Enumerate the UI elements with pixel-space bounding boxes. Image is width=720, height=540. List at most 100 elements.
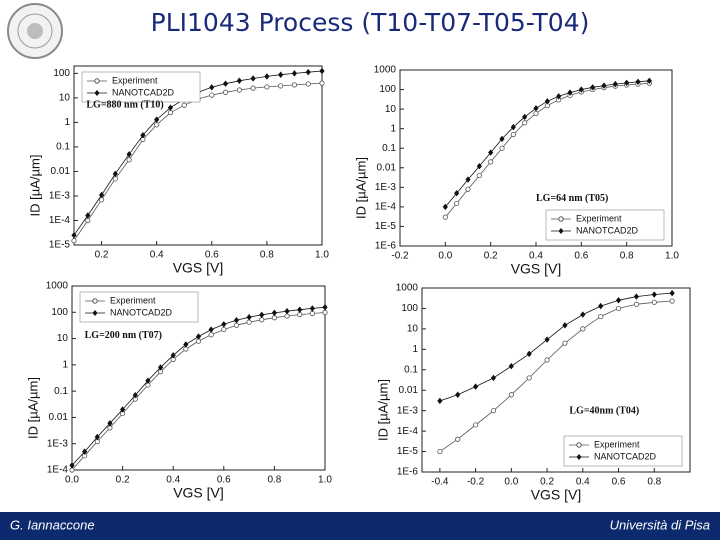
- footer-bar: [0, 512, 720, 540]
- data-point: [82, 448, 88, 455]
- data-point: [154, 116, 160, 123]
- x-tick-label: 0.6: [612, 477, 626, 488]
- data-point: [157, 364, 164, 371]
- y-tick-label: 1: [412, 344, 418, 355]
- data-point: [455, 391, 461, 398]
- y-tick-label: 1: [64, 117, 70, 128]
- data-point: [69, 462, 75, 469]
- y-tick-label: 10: [57, 333, 69, 344]
- data-point: [94, 433, 100, 441]
- y-tick-label: 0.1: [56, 142, 70, 153]
- data-point: [246, 319, 252, 325]
- y-axis-label: ID [µA/µm]: [25, 377, 40, 439]
- annotation: LG=40nm (T04): [569, 406, 639, 417]
- data-point: [278, 83, 284, 89]
- x-tick-label: 0.4: [150, 250, 164, 261]
- data-point: [233, 322, 240, 328]
- x-tick-label: 0.8: [647, 477, 661, 488]
- y-tick-label: 1E-6: [375, 241, 397, 252]
- x-axis-label: VGS [V]: [173, 485, 224, 501]
- data-point: [278, 71, 284, 78]
- data-point: [615, 297, 622, 304]
- y-tick-label: 0.01: [49, 412, 69, 423]
- x-axis-label: VGS [V]: [173, 260, 224, 276]
- y-tick-label: 10: [407, 324, 419, 335]
- y-tick-label: 1E-3: [47, 438, 69, 449]
- data-point: [437, 397, 443, 405]
- data-point: [499, 135, 505, 143]
- data-point: [140, 132, 146, 139]
- x-tick-label: 0.4: [529, 251, 543, 262]
- data-point: [319, 67, 325, 75]
- y-tick-label: 1E-3: [397, 405, 419, 416]
- data-point: [309, 310, 315, 317]
- legend-marker: [94, 78, 100, 84]
- data-point: [250, 75, 256, 82]
- data-point: [209, 84, 215, 91]
- data-point: [601, 82, 607, 89]
- legend-label: NANOTCAD2D: [594, 451, 657, 461]
- y-tick-label: 0.1: [54, 386, 68, 397]
- legend-label: Experiment: [112, 75, 158, 85]
- data-point: [522, 120, 528, 126]
- legend-label: Experiment: [576, 213, 622, 223]
- data-point: [183, 341, 189, 348]
- footer-university: Università di Pisa: [610, 517, 710, 532]
- data-point: [508, 392, 514, 398]
- annotation: LG=64 nm (T05): [536, 193, 608, 204]
- data-point: [71, 238, 77, 244]
- data-point: [259, 311, 265, 319]
- legend-box: [79, 291, 199, 323]
- legend-label: NANOTCAD2D: [576, 225, 639, 235]
- x-tick-label: 0.0: [504, 477, 518, 488]
- legend-marker: [576, 454, 582, 460]
- data-point: [98, 191, 105, 199]
- data-point: [236, 87, 242, 93]
- y-tick-label: 1E-5: [49, 240, 71, 251]
- legend-label: NANOTCAD2D: [112, 87, 175, 97]
- x-tick-label: -0.2: [467, 477, 485, 488]
- data-point: [508, 362, 514, 370]
- data-point: [669, 298, 675, 304]
- data-point: [271, 315, 277, 321]
- data-point: [556, 93, 562, 100]
- chart: 1E-4 1E-3 0.01 0.1 1 10 100 1000 0.0 0.2 0.4 0.6 0.8…: [25, 281, 332, 501]
- data-point: [85, 217, 91, 224]
- data-point: [562, 340, 568, 346]
- data-point: [85, 212, 91, 219]
- data-point: [578, 86, 584, 93]
- data-point: [488, 159, 494, 165]
- series-line: [439, 300, 673, 452]
- data-point: [120, 406, 126, 413]
- chart: 1E-6 1E-5 1E-4 1E-3 0.01 0.1 1 10 100 1000 -0.2 0.0…: [353, 65, 679, 277]
- data-point: [71, 232, 77, 239]
- data-point: [322, 309, 328, 316]
- data-point: [126, 157, 132, 163]
- y-tick-label: 0.01: [377, 162, 397, 173]
- logo: [7, 3, 63, 59]
- data-point: [590, 84, 596, 91]
- data-point: [181, 102, 187, 108]
- data-point: [209, 92, 215, 98]
- data-point: [107, 420, 113, 427]
- data-point: [319, 80, 325, 86]
- data-point: [98, 197, 105, 203]
- data-point: [455, 436, 461, 442]
- x-tick-label: 0.8: [620, 251, 634, 262]
- x-tick-label: 0.4: [576, 477, 590, 488]
- data-point: [499, 145, 505, 151]
- footer-author: G. Iannaccone: [10, 517, 95, 532]
- x-tick-label: 0.2: [540, 477, 554, 488]
- data-point: [580, 311, 586, 318]
- data-point: [309, 305, 315, 312]
- data-point: [646, 77, 652, 85]
- y-tick-label: 1E-3: [49, 191, 71, 202]
- y-axis-label: ID [µA/µm]: [353, 157, 368, 219]
- y-tick-label: 100: [379, 84, 396, 95]
- data-point: [612, 80, 618, 88]
- data-point: [297, 306, 303, 313]
- slide-title: PLI1043 Process (T10-T07-T05-T04): [151, 8, 590, 37]
- data-point: [526, 350, 532, 358]
- data-point: [233, 316, 240, 324]
